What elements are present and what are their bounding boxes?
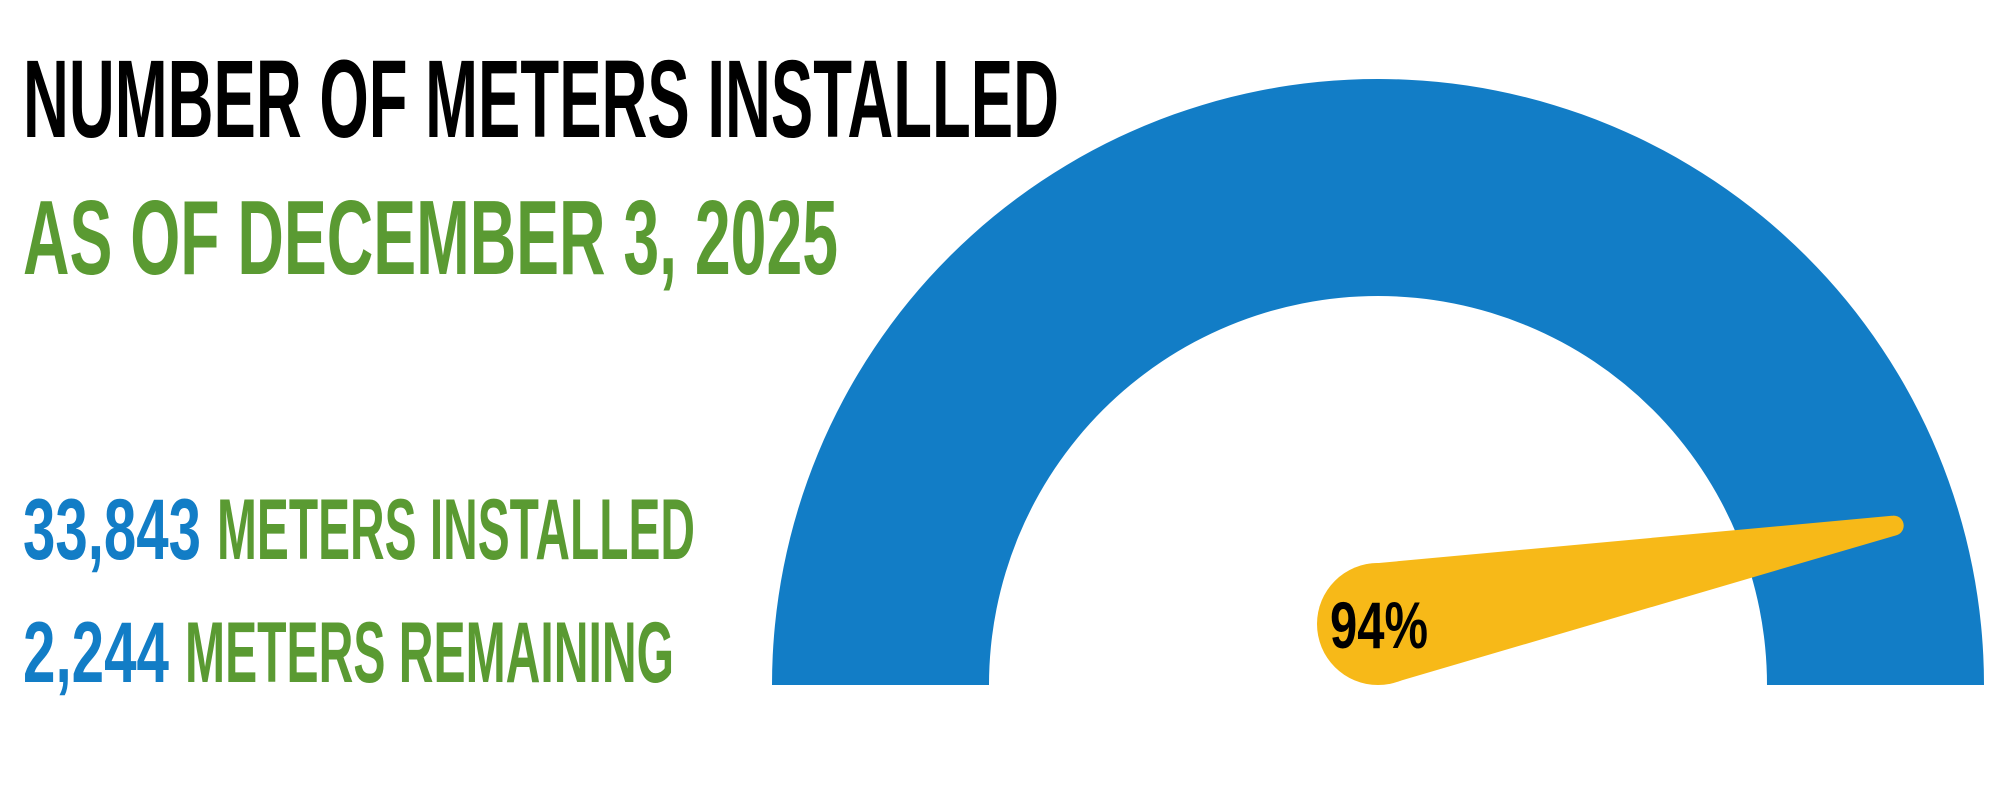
stat-label: METERS INSTALLED [217,482,695,578]
stat-number: 2,244 [23,605,169,701]
stat-number: 33,843 [23,482,201,578]
needle-hub [1317,563,1439,685]
needle [1317,515,1904,685]
needle-body [1366,515,1896,684]
chart-title: NUMBER OF METERS INSTALLED [23,38,1059,161]
gauge: 94% [772,79,1984,685]
stats: 33,843 METERS INSTALLED 2,244 METERS REMAIN… [23,482,695,701]
gauge-value-label: 94% [1330,588,1428,662]
needle-tip [1883,515,1904,536]
chart-subtitle: AS OF DECEMBER 3, 2025 [23,179,838,297]
gauge-track [772,79,1984,685]
stat-label: METERS REMAINING [185,605,674,701]
